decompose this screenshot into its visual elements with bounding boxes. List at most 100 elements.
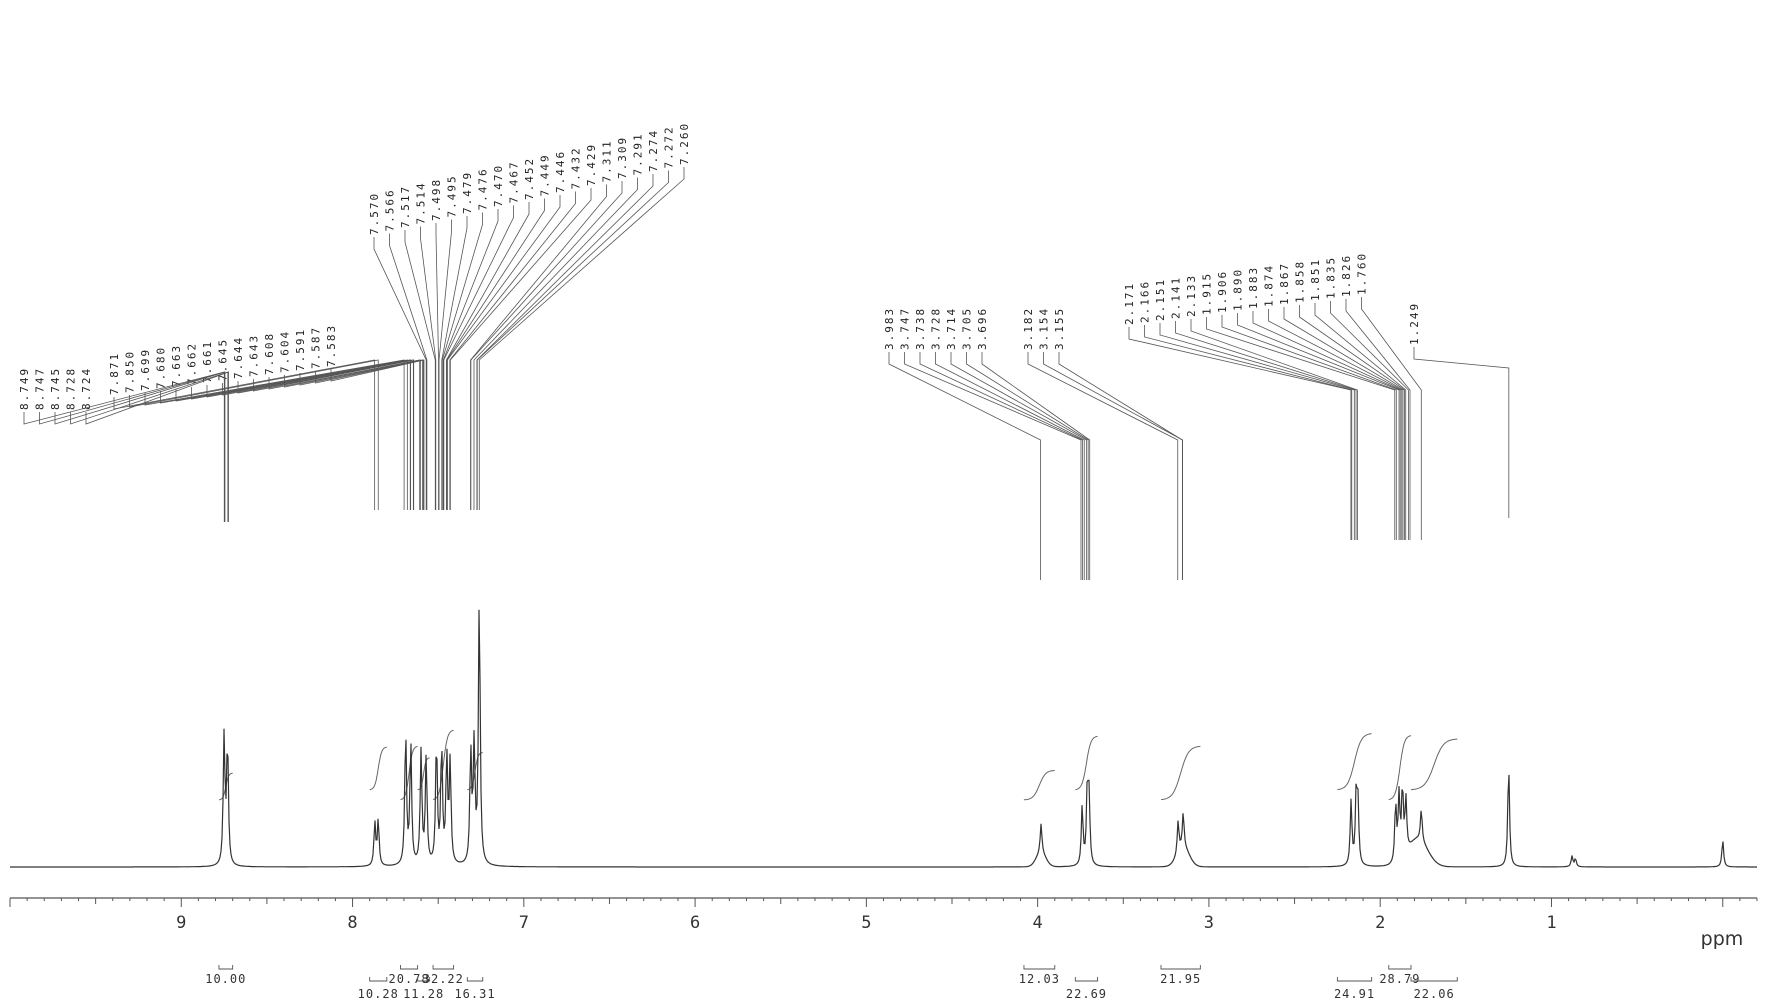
peak-label: 3.983: [883, 307, 896, 350]
peak-label: 7.309: [616, 136, 629, 179]
peak-leader-line: [253, 359, 415, 510]
peak-leader-line: [1221, 315, 1397, 540]
peak-label: 1.851: [1309, 258, 1322, 301]
peak-leader-line: [70, 371, 229, 522]
peak-leader-line: [237, 359, 414, 510]
peak-leader-line: [113, 359, 376, 510]
peak-label: 1.249: [1408, 302, 1421, 345]
peak-leader-line: [1314, 303, 1407, 540]
peak-label: 7.498: [430, 178, 443, 221]
peak-leader-line: [420, 226, 437, 510]
peak-label: 1.915: [1201, 272, 1214, 315]
integration-bracket: [1074, 977, 1099, 982]
peak-leader-line: [441, 212, 483, 510]
peak-label: 7.272: [663, 125, 676, 168]
peak-leader-line: [268, 359, 421, 510]
peak-leader-line: [85, 371, 229, 522]
peak-label: 7.661: [201, 340, 214, 383]
peak-leader-line: [446, 198, 545, 510]
integral-curve: [1410, 738, 1458, 791]
peak-leader-line: [389, 233, 428, 510]
peak-leader-line: [476, 170, 669, 510]
peak-label: 8.724: [80, 367, 93, 410]
peak-label: 7.583: [325, 324, 338, 367]
integration-bracket: [1023, 965, 1056, 970]
peak-label: 2.166: [1139, 280, 1152, 323]
peak-label: 7.432: [570, 146, 583, 189]
peak-leader-line: [888, 352, 1041, 580]
peak-leader-line: [966, 352, 1089, 580]
peak-leader-line: [144, 359, 405, 510]
peak-leader-line: [284, 359, 421, 510]
peak-leader-line: [478, 167, 685, 510]
integration-value: 22.69: [1066, 987, 1107, 1001]
peak-leader-line: [447, 195, 561, 510]
peak-label: 7.645: [217, 338, 230, 381]
axis-tick-label: 2: [1375, 913, 1385, 933]
peak-leader-line: [1252, 311, 1401, 540]
peak-label: 7.587: [310, 326, 323, 369]
peak-label: 3.728: [930, 307, 943, 350]
peak-label: 7.662: [186, 342, 199, 385]
peak-label: 7.644: [232, 336, 245, 379]
peak-label: 7.608: [263, 332, 276, 375]
peak-label: 7.311: [601, 139, 614, 182]
peak-leader-line: [1027, 352, 1179, 580]
axis-tick-label: 3: [1204, 913, 1214, 933]
peak-leader-line: [1345, 299, 1411, 540]
peak-label: 7.643: [248, 334, 261, 377]
peak-label: 1.760: [1356, 252, 1369, 295]
peak-leader-line: [446, 202, 530, 510]
integration-bracket: [432, 965, 455, 970]
peak-label: 7.449: [539, 153, 552, 196]
integration-bracket: [369, 977, 388, 982]
peak-label: 1.867: [1278, 262, 1291, 305]
peak-label: 1.858: [1294, 260, 1307, 303]
integration-value: 28.79: [1379, 972, 1420, 986]
peak-label: 2.141: [1170, 276, 1183, 319]
peak-label: 7.470: [492, 164, 505, 207]
peak-leader-line: [1413, 347, 1510, 518]
peak-label: 7.429: [585, 143, 598, 186]
integration-value: 11.28: [403, 987, 444, 1001]
integration-value: 24.91: [1334, 987, 1375, 1001]
peak-leader-line: [435, 223, 439, 510]
peak-label: 8.745: [49, 367, 62, 410]
peak-label: 7.604: [279, 330, 292, 373]
peak-leader-line: [206, 359, 412, 510]
peak-label: 7.479: [461, 171, 474, 214]
peak-label: 3.747: [899, 307, 912, 350]
peak-label: 3.705: [961, 307, 974, 350]
peak-leader-line: [476, 174, 654, 510]
integration-bracket: [400, 965, 419, 970]
peak-leader-line: [904, 352, 1082, 580]
peak-label: 7.591: [294, 328, 307, 371]
peak-label: 8.747: [34, 367, 47, 410]
integration-value: 21.95: [1160, 972, 1201, 986]
peak-label: 3.154: [1038, 307, 1051, 350]
axis-tick-label: 9: [176, 913, 186, 933]
peak-label: 7.850: [124, 350, 137, 393]
integration-bracket: [466, 977, 484, 982]
peak-leader-line: [1361, 297, 1422, 540]
integration-value: 32.22: [423, 972, 464, 986]
peak-label: 7.452: [523, 157, 536, 200]
integration-value: 10.28: [358, 987, 399, 1001]
integral-curve: [400, 745, 418, 801]
peak-label: 7.699: [139, 348, 152, 391]
peak-leader-line: [981, 352, 1091, 580]
peak-label: 1.883: [1247, 266, 1260, 309]
integral-curve: [1075, 735, 1098, 791]
integration-value: 12.03: [1019, 972, 1060, 986]
integration-value: 22.06: [1414, 987, 1455, 1001]
peak-label: 7.871: [108, 352, 121, 395]
peak-label: 7.566: [384, 188, 397, 231]
integration-bracket: [1160, 965, 1201, 970]
peak-label: 7.514: [415, 181, 428, 224]
peak-leader-line: [1190, 319, 1358, 540]
integration-bracket: [1388, 965, 1412, 970]
peak-leader-line: [1206, 317, 1396, 540]
peak-label: 7.663: [170, 344, 183, 387]
